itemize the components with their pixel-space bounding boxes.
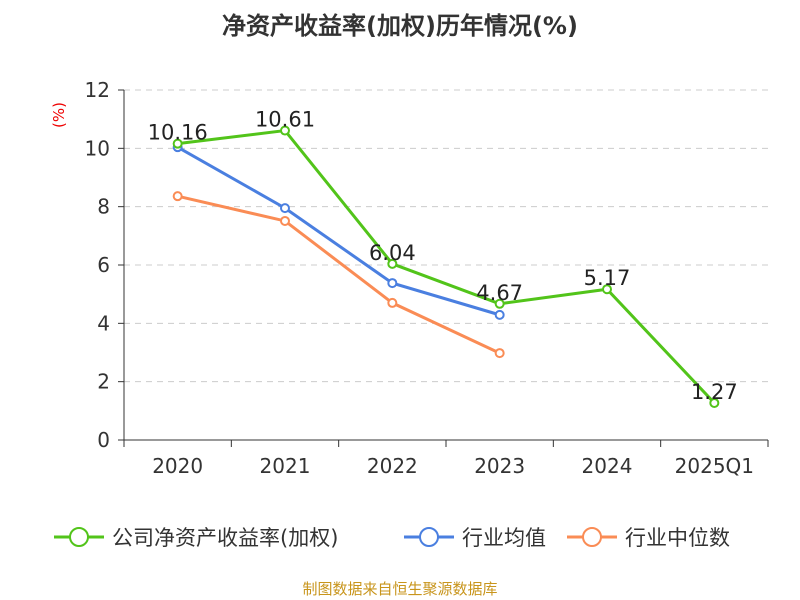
legend-item[interactable]: 公司净资产收益率(加权) xyxy=(54,522,338,552)
y-tick-label: 10 xyxy=(85,136,110,160)
legend-label: 行业均值 xyxy=(462,526,546,550)
y-tick-label: 2 xyxy=(97,370,110,394)
data-point[interactable] xyxy=(387,258,398,269)
series-line xyxy=(176,145,501,317)
data-point[interactable] xyxy=(494,348,505,359)
y-tick-label: 6 xyxy=(97,253,110,277)
legend-marker-icon xyxy=(54,527,104,547)
data-point[interactable] xyxy=(172,138,183,149)
x-tick-label: 2021 xyxy=(260,454,311,478)
legend-label: 公司净资产收益率(加权) xyxy=(112,526,339,550)
legend-label: 行业中位数 xyxy=(625,526,730,550)
y-tick-label: 0 xyxy=(97,428,110,452)
data-point[interactable] xyxy=(387,297,398,308)
y-tick-label: 8 xyxy=(97,195,110,219)
legend-marker-icon xyxy=(567,527,617,547)
data-point[interactable] xyxy=(280,203,290,214)
data-point[interactable] xyxy=(387,278,398,289)
data-point[interactable] xyxy=(172,191,183,202)
x-tick-label: 2024 xyxy=(582,454,633,478)
data-point[interactable] xyxy=(709,397,720,408)
legend-item[interactable]: 行业均值 xyxy=(404,522,546,552)
data-label: 6.04 xyxy=(369,241,416,265)
x-tick-label: 2023 xyxy=(474,454,525,478)
x-tick-label: 2022 xyxy=(367,454,418,478)
x-tick-label: 2025Q1 xyxy=(675,454,754,478)
y-tick-label: 12 xyxy=(85,78,110,102)
data-point[interactable] xyxy=(280,215,290,226)
data-label: 4.67 xyxy=(476,281,523,305)
data-point[interactable] xyxy=(280,125,290,136)
series-line xyxy=(177,194,501,355)
y-tick-label: 4 xyxy=(97,311,110,335)
data-point[interactable] xyxy=(494,298,505,309)
data-label: 5.17 xyxy=(584,266,631,290)
legend-marker-icon xyxy=(404,527,454,547)
chart-title: 净资产收益率(加权)历年情况(%) xyxy=(222,12,578,40)
data-label: 10.61 xyxy=(255,108,315,132)
x-tick-label: 2020 xyxy=(152,454,203,478)
series-line xyxy=(177,128,716,404)
data-label: 1.27 xyxy=(691,380,738,404)
data-label: 10.16 xyxy=(148,121,208,145)
legend-item[interactable]: 行业中位数 xyxy=(567,522,730,552)
data-point[interactable] xyxy=(494,309,505,320)
data-point[interactable] xyxy=(602,284,612,295)
source-note: 制图数据来自恒生聚源数据库 xyxy=(302,580,498,598)
